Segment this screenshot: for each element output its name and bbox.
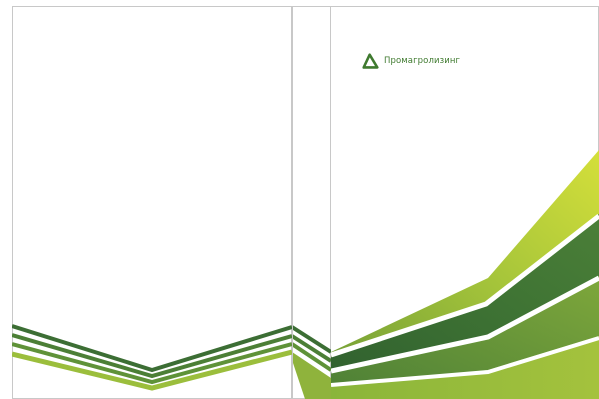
front-divider-3 <box>331 336 599 387</box>
back-stripe-dark <box>12 324 292 373</box>
spine-stripes <box>293 325 331 399</box>
front-band-light <box>331 336 599 399</box>
front-cover-bands <box>331 150 599 399</box>
company-name: Промагролизинг <box>384 56 461 66</box>
back-stripe-green <box>12 342 292 385</box>
triangle-leaf-logo-icon <box>362 52 379 69</box>
company-logo: Промагролизинг <box>362 51 460 71</box>
front-divider-2 <box>331 275 599 374</box>
front-divider-1 <box>331 214 599 358</box>
back-cover-stripes <box>12 324 292 391</box>
back-stripe-light <box>12 349 292 391</box>
spine-stripe-dark <box>293 325 331 354</box>
spine-stripe-green <box>293 342 331 372</box>
back-stripe-mid <box>12 333 292 379</box>
spine-fill-light <box>293 352 331 399</box>
spine-stripe-mid <box>293 334 331 363</box>
